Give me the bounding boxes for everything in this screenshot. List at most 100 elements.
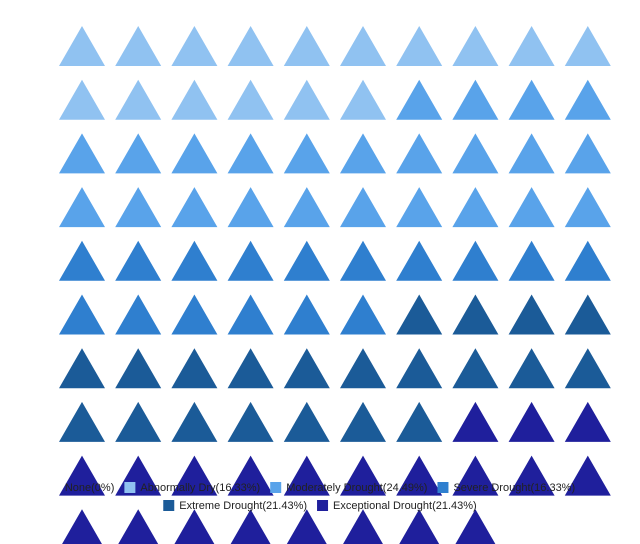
waffle-triangle-exceptional-drought	[396, 509, 442, 544]
waffle-triangle-moderately-drought	[396, 187, 442, 227]
legend-swatch-severe-drought	[437, 482, 448, 493]
waffle-triangle-severe-drought	[284, 241, 330, 281]
legend-swatch-abnormally-dry	[124, 482, 135, 493]
waffle-triangle-moderately-drought	[452, 80, 498, 120]
waffle-triangle-moderately-drought	[509, 133, 555, 173]
waffle-triangle-severe-drought	[171, 241, 217, 281]
waffle-triangle-abnormally-dry	[284, 26, 330, 66]
waffle-triangle-moderately-drought	[115, 187, 161, 227]
waffle-triangle-abnormally-dry	[115, 80, 161, 120]
waffle-triangle-severe-drought	[59, 241, 105, 281]
waffle-triangle-severe-drought	[115, 295, 161, 335]
waffle-triangle-extreme-drought	[171, 348, 217, 388]
waffle-triangle-moderately-drought	[171, 187, 217, 227]
waffle-triangle-severe-drought	[565, 241, 611, 281]
waffle-triangle-severe-drought	[340, 295, 386, 335]
waffle-triangle-extreme-drought	[396, 402, 442, 442]
waffle-triangle-exceptional-drought	[452, 509, 498, 544]
waffle-triangle-extreme-drought	[509, 295, 555, 335]
waffle-triangle-moderately-drought	[565, 187, 611, 227]
waffle-triangle-severe-drought	[171, 295, 217, 335]
waffle-triangle-moderately-drought	[509, 187, 555, 227]
waffle-triangle-moderately-drought	[396, 80, 442, 120]
waffle-triangle-extreme-drought	[565, 348, 611, 388]
waffle-triangle-exceptional-drought	[565, 402, 611, 442]
waffle-triangle-severe-drought	[228, 241, 274, 281]
waffle-triangle-severe-drought	[115, 241, 161, 281]
waffle-triangle-abnormally-dry	[171, 80, 217, 120]
waffle-triangle-extreme-drought	[115, 402, 161, 442]
legend-label-extreme-drought: Extreme Drought(21.43%)	[179, 500, 307, 512]
waffle-triangle-exceptional-drought	[59, 509, 105, 544]
legend-swatch-exceptional-drought	[317, 500, 328, 511]
waffle-triangle-extreme-drought	[509, 348, 555, 388]
legend: None(0%) Abnormally Dry(16.33%) Moderately…	[65, 482, 575, 512]
waffle-triangle-exceptional-drought	[452, 402, 498, 442]
waffle-triangle-severe-drought	[340, 241, 386, 281]
waffle-triangle-exceptional-drought	[228, 509, 274, 544]
waffle-triangle-abnormally-dry	[340, 80, 386, 120]
waffle-triangle-abnormally-dry	[228, 26, 274, 66]
waffle-triangle-extreme-drought	[59, 348, 105, 388]
waffle-triangle-exceptional-drought	[340, 509, 386, 544]
waffle-triangle-abnormally-dry	[59, 26, 105, 66]
legend-swatch-moderately-drought	[270, 482, 281, 493]
waffle-triangle-abnormally-dry	[340, 26, 386, 66]
waffle-triangle-exceptional-drought	[171, 509, 217, 544]
waffle-triangle-extreme-drought	[284, 402, 330, 442]
waffle-triangle-moderately-drought	[115, 133, 161, 173]
legend-label-severe-drought: Severe Drought(16.33%)	[453, 482, 575, 494]
waffle-triangle-moderately-drought	[171, 133, 217, 173]
waffle-triangle-extreme-drought	[452, 295, 498, 335]
waffle-triangle-extreme-drought	[396, 295, 442, 335]
waffle-triangle-moderately-drought	[452, 133, 498, 173]
waffle-triangle-moderately-drought	[284, 133, 330, 173]
waffle-triangle-extreme-drought	[171, 402, 217, 442]
waffle-triangle-exceptional-drought	[115, 509, 161, 544]
waffle-triangle-moderately-drought	[228, 187, 274, 227]
legend-label-abnormally-dry: Abnormally Dry(16.33%)	[140, 482, 260, 494]
waffle-triangle-severe-drought	[284, 295, 330, 335]
waffle-triangle-extreme-drought	[340, 348, 386, 388]
waffle-triangle-severe-drought	[228, 295, 274, 335]
waffle-triangle-abnormally-dry	[59, 80, 105, 120]
waffle-triangle-moderately-drought	[452, 187, 498, 227]
legend-label-moderately-drought: Moderately Drought(24.49%)	[286, 482, 427, 494]
waffle-triangle-extreme-drought	[284, 348, 330, 388]
waffle-triangle-moderately-drought	[59, 133, 105, 173]
waffle-triangle-severe-drought	[452, 241, 498, 281]
waffle-triangle-moderately-drought	[396, 133, 442, 173]
waffle-triangle-extreme-drought	[228, 348, 274, 388]
waffle-triangle-moderately-drought	[509, 80, 555, 120]
waffle-triangle-exceptional-drought	[509, 402, 555, 442]
waffle-triangle-extreme-drought	[452, 348, 498, 388]
waffle-triangle-severe-drought	[509, 241, 555, 281]
waffle-triangle-moderately-drought	[59, 187, 105, 227]
waffle-triangle-extreme-drought	[565, 295, 611, 335]
waffle-triangle-moderately-drought	[228, 133, 274, 173]
legend-label-none: None(0%)	[65, 482, 115, 494]
waffle-triangle-extreme-drought	[59, 402, 105, 442]
waffle-triangle-extreme-drought	[115, 348, 161, 388]
icon-grid	[59, 26, 611, 544]
waffle-triangle-moderately-drought	[565, 80, 611, 120]
waffle-triangle-severe-drought	[396, 241, 442, 281]
waffle-triangle-moderately-drought	[340, 187, 386, 227]
waffle-triangle-abnormally-dry	[115, 26, 161, 66]
legend-label-exceptional-drought: Exceptional Drought(21.43%)	[333, 500, 477, 512]
waffle-triangle-abnormally-dry	[396, 26, 442, 66]
waffle-triangle-moderately-drought	[565, 133, 611, 173]
waffle-triangle-moderately-drought	[340, 133, 386, 173]
waffle-triangle-abnormally-dry	[284, 80, 330, 120]
waffle-triangle-abnormally-dry	[171, 26, 217, 66]
legend-swatch-extreme-drought	[163, 500, 174, 511]
waffle-triangle-abnormally-dry	[565, 26, 611, 66]
waffle-triangle-abnormally-dry	[228, 80, 274, 120]
waffle-triangle-extreme-drought	[228, 402, 274, 442]
waffle-triangle-abnormally-dry	[509, 26, 555, 66]
waffle-triangle-moderately-drought	[284, 187, 330, 227]
waffle-triangle-extreme-drought	[396, 348, 442, 388]
waffle-triangle-extreme-drought	[340, 402, 386, 442]
waffle-triangle-exceptional-drought	[284, 509, 330, 544]
